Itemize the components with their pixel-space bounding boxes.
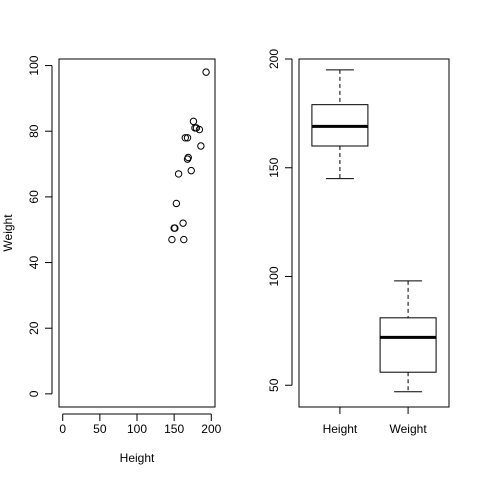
plot-frame bbox=[58, 58, 216, 408]
y-tick-label: 20 bbox=[27, 321, 41, 335]
scatter-point bbox=[179, 219, 187, 227]
scatter-point bbox=[202, 68, 210, 76]
x-tick-label: 150 bbox=[164, 422, 184, 436]
y-tick-label: 0 bbox=[27, 390, 41, 397]
y-tick-label: 80 bbox=[27, 124, 41, 138]
scatter-point bbox=[172, 199, 181, 208]
x-tick-label: 50 bbox=[93, 422, 107, 436]
scatter-point bbox=[168, 235, 176, 244]
y-tick-label: 60 bbox=[27, 190, 41, 204]
scatter-point bbox=[184, 153, 192, 162]
y-axis-label: Weight bbox=[1, 214, 15, 252]
x-axis-label: Height bbox=[120, 451, 155, 465]
scatter-panel: 0 50 100 150 200 Height 0 20 40 60 80 100 Weight bbox=[1, 55, 222, 465]
scatter-point bbox=[180, 235, 188, 244]
y-tick-label: 50 bbox=[267, 378, 281, 392]
y-tick-label: 200 bbox=[267, 49, 281, 69]
scatter-point bbox=[183, 134, 192, 142]
scatter-point bbox=[187, 166, 195, 175]
y-tick-label: 100 bbox=[27, 55, 41, 75]
x-tick-label: 0 bbox=[59, 422, 66, 436]
scatter-point bbox=[195, 125, 204, 134]
x-tick-label: 100 bbox=[127, 422, 147, 436]
iqr-box bbox=[379, 317, 437, 373]
y-tick-label: 40 bbox=[27, 256, 41, 270]
y-tick-label: 150 bbox=[267, 157, 281, 177]
y-tick-label: 100 bbox=[267, 266, 281, 286]
x-tick-label: Height bbox=[323, 422, 358, 436]
scatter-point bbox=[181, 134, 189, 142]
scatter-point bbox=[197, 142, 205, 150]
boxplot-panel: 50 100 150 200 Height Weight bbox=[267, 49, 450, 436]
x-tick-label: Weight bbox=[390, 422, 428, 436]
scatter-point bbox=[171, 224, 179, 232]
x-tick-label: 200 bbox=[201, 422, 221, 436]
scatter-point bbox=[174, 170, 183, 178]
